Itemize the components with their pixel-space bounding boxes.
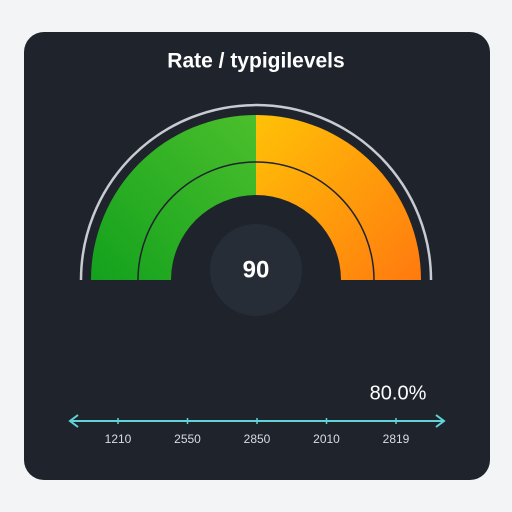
axis-label: 2010 xyxy=(313,432,340,446)
gauge-value: 90 xyxy=(243,256,270,283)
axis-label: 1210 xyxy=(105,432,132,446)
gauge-outline xyxy=(79,103,433,281)
gauge-green xyxy=(91,115,256,280)
axis-arrows xyxy=(68,414,446,428)
card-title: Rate / typigilevels xyxy=(167,50,344,73)
axis-label: 2550 xyxy=(174,432,201,446)
gauge-center xyxy=(210,224,302,316)
gauge-orange xyxy=(256,115,421,280)
axis-ticks: 1210 2550 2850 2010 2819 xyxy=(105,418,410,446)
axis-label: 2850 xyxy=(244,432,271,446)
percent-label: 80.0% xyxy=(370,382,427,404)
gauge-inner-ring xyxy=(137,161,375,281)
axis-label: 2819 xyxy=(383,432,410,446)
